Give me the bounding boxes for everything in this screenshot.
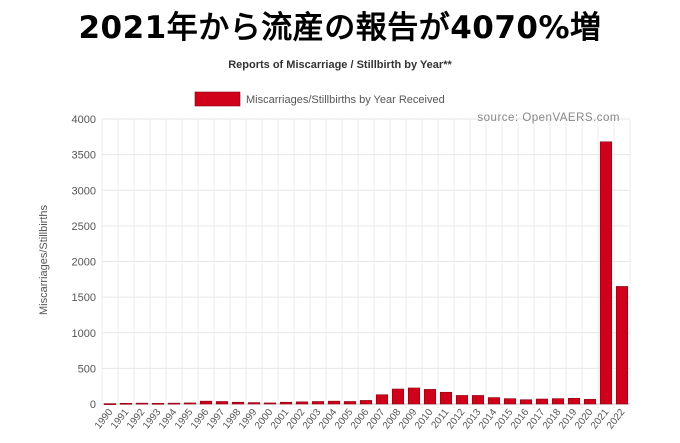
y-tick-label: 2000 xyxy=(72,257,96,269)
x-tick-labels: 1990199119921993199419951996199719981999… xyxy=(93,407,628,432)
bar-1991[interactable] xyxy=(119,402,133,405)
grid-lines xyxy=(101,118,631,408)
bar-2000[interactable] xyxy=(263,402,277,405)
bar-2007[interactable] xyxy=(375,394,389,405)
y-tick-label: 500 xyxy=(78,363,96,375)
bar-2011[interactable] xyxy=(439,391,453,405)
y-tick-label: 2500 xyxy=(72,221,96,233)
legend[interactable]: Miscarriages/Stillbirths by Year Receive… xyxy=(194,91,445,107)
y-axis-label: Miscarriages/Stillbirths xyxy=(38,204,50,315)
bar-2002[interactable] xyxy=(295,401,309,405)
bar-2006[interactable] xyxy=(359,400,373,405)
bar-2019[interactable] xyxy=(567,397,581,405)
y-tick-label: 3500 xyxy=(72,150,96,162)
bars xyxy=(103,141,629,405)
bar-2017[interactable] xyxy=(535,398,549,405)
y-tick-label: 1500 xyxy=(72,292,96,304)
bar-2010[interactable] xyxy=(423,389,437,405)
bar-1990[interactable] xyxy=(103,403,117,405)
legend-label: Miscarriages/Stillbirths by Year Receive… xyxy=(246,94,445,106)
bar-1997[interactable] xyxy=(215,401,229,405)
bar-1998[interactable] xyxy=(231,401,245,405)
legend-swatch xyxy=(194,91,241,107)
bar-2022[interactable] xyxy=(615,286,629,405)
y-tick-label: 0 xyxy=(90,399,96,411)
bar-2020[interactable] xyxy=(583,399,597,405)
bar-2003[interactable] xyxy=(311,401,325,405)
bar-1996[interactable] xyxy=(199,400,213,405)
bar-2014[interactable] xyxy=(487,397,501,405)
bar-2015[interactable] xyxy=(503,398,517,405)
headline: 2021年から流産の報告が4070%増 xyxy=(78,10,602,46)
bar-2008[interactable] xyxy=(391,388,405,405)
bar-1995[interactable] xyxy=(183,402,197,405)
y-tick-label: 4000 xyxy=(72,114,96,126)
bar-2016[interactable] xyxy=(519,399,533,405)
bar-2012[interactable] xyxy=(455,395,469,405)
bar-2013[interactable] xyxy=(471,395,485,405)
bar-1993[interactable] xyxy=(151,402,165,405)
bar-1999[interactable] xyxy=(247,402,261,405)
chart-title: Reports of Miscarriage / Stillbirth by Y… xyxy=(228,59,452,71)
bar-2018[interactable] xyxy=(551,398,565,405)
bar-2021[interactable] xyxy=(599,141,613,405)
bar-2004[interactable] xyxy=(327,400,341,405)
y-tick-label: 3000 xyxy=(72,185,96,197)
x-tick-label: 2022 xyxy=(605,407,628,432)
bar-2005[interactable] xyxy=(343,401,357,405)
bar-2001[interactable] xyxy=(279,401,293,405)
y-tick-label: 1000 xyxy=(72,328,96,340)
bar-1994[interactable] xyxy=(167,402,181,405)
y-tick-labels: 0 500 1000 1500 2000 2500 3000 3500 4000 xyxy=(72,114,96,411)
source-label: source: OpenVAERS.com xyxy=(477,112,620,124)
bar-2009[interactable] xyxy=(407,387,421,405)
bar-1992[interactable] xyxy=(135,402,149,405)
